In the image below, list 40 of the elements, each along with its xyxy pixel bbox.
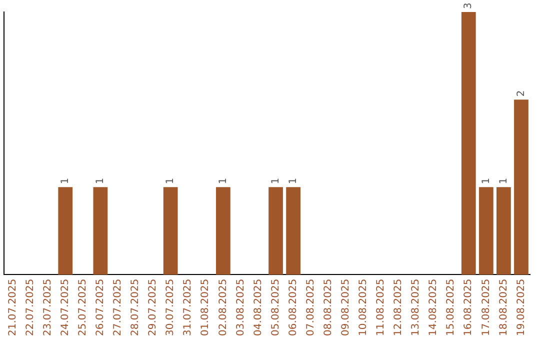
data-label: 1 xyxy=(480,178,492,184)
x-tick-label: 30.07.2025 xyxy=(165,278,176,336)
x-tick-label: 26.07.2025 xyxy=(95,278,106,336)
x-tick-label: 24.07.2025 xyxy=(60,278,71,336)
x-tick-label: 13.08.2025 xyxy=(410,278,422,336)
x-tick-label: 16.08.2025 xyxy=(463,278,474,336)
x-tick-label: 10.08.2025 xyxy=(358,278,370,336)
x-tick-label: 11.08.2025 xyxy=(376,278,387,336)
data-label: 1 xyxy=(95,178,106,184)
x-tick-label: 09.08.2025 xyxy=(340,278,352,336)
data-label: 2 xyxy=(516,90,527,97)
x-tick-label: 23.07.2025 xyxy=(42,278,54,336)
x-tick-label: 31.07.2025 xyxy=(182,278,194,336)
x-tick-label: 17.08.2025 xyxy=(480,278,492,336)
x-tick-label: 22.07.2025 xyxy=(24,278,36,336)
x-tick-label: 03.08.2025 xyxy=(235,278,246,336)
data-label: 1 xyxy=(165,178,176,184)
data-label: 1 xyxy=(60,178,71,184)
x-tick-label: 15.08.2025 xyxy=(446,278,457,336)
x-tick-label: 29.07.2025 xyxy=(148,278,159,336)
data-label: 3 xyxy=(463,2,474,9)
x-tick-label: 05.08.2025 xyxy=(270,278,282,336)
x-tick-label: 19.08.2025 xyxy=(516,278,527,336)
data-label: 1 xyxy=(218,178,229,184)
x-tick-label: 18.08.2025 xyxy=(498,278,510,336)
x-tick-label: 06.08.2025 xyxy=(288,278,299,336)
data-label: 1 xyxy=(498,178,510,184)
x-tick-label: 07.08.2025 xyxy=(305,278,316,336)
x-tick-label: 04.08.2025 xyxy=(252,278,264,336)
data-label: 1 xyxy=(270,178,282,184)
x-tick-label: 14.08.2025 xyxy=(428,278,440,336)
data-label: 1 xyxy=(288,178,299,184)
x-tick-label: 28.07.2025 xyxy=(130,278,142,336)
x-tick-label: 21.07.2025 xyxy=(7,278,18,336)
x-tick-label: 25.07.2025 xyxy=(77,278,88,336)
x-tick-label: 27.07.2025 xyxy=(112,278,124,336)
x-tick-label: 02.08.2025 xyxy=(218,278,229,336)
x-tick-label: 12.08.2025 xyxy=(393,278,404,336)
x-tick-label: 08.08.2025 xyxy=(322,278,334,336)
x-tick-label: 01.08.2025 xyxy=(200,278,212,336)
